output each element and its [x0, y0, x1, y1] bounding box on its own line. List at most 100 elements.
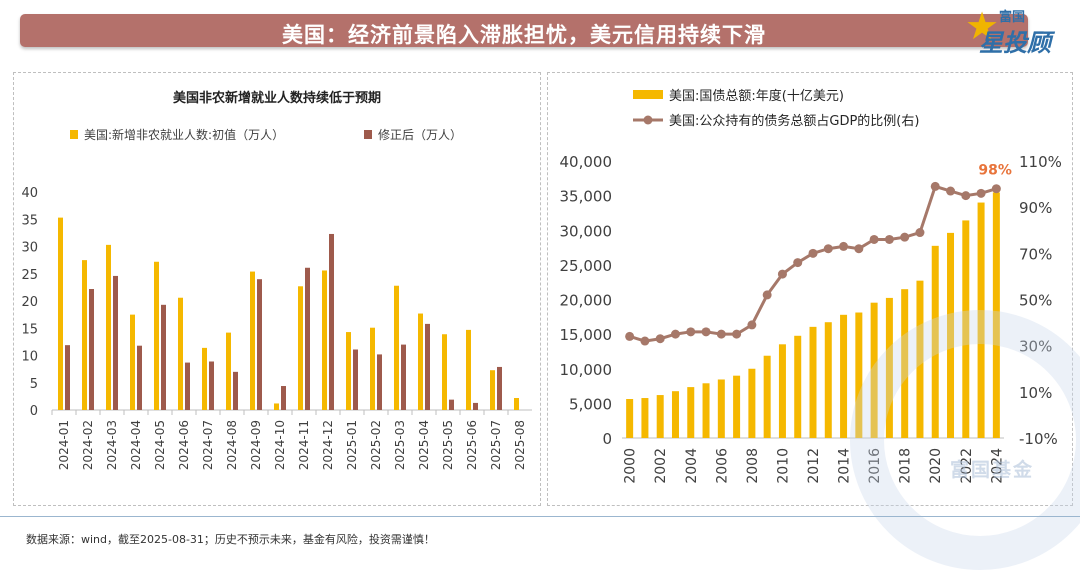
left-y-tick-label: 5,000: [569, 395, 612, 413]
debt-gdp-point: [716, 329, 726, 339]
debt-gdp-point: [839, 241, 849, 251]
debt-total-bar: [641, 398, 649, 438]
initial-bar: [370, 327, 375, 410]
x-tick-label: 2024-11: [297, 420, 311, 470]
debt-gdp-point: [991, 184, 1001, 194]
debt-gdp-point: [701, 327, 711, 337]
left-y-tick-label: 25,000: [560, 257, 613, 275]
x-tick-label: 2006: [714, 448, 730, 484]
initial-bar: [130, 314, 135, 410]
initial-bar: [346, 332, 351, 410]
debt-gdp-point: [915, 228, 925, 238]
debt-total-bar: [840, 314, 848, 438]
revised-bar: [449, 399, 454, 410]
revised-bar: [377, 354, 382, 410]
x-tick-label: 2024-04: [129, 420, 143, 470]
right-y-tick-label: 90%: [1019, 199, 1052, 217]
right-y-tick-label: 110%: [1019, 153, 1062, 171]
left-y-tick-label: 20,000: [560, 292, 613, 310]
debt-gdp-point: [961, 191, 971, 201]
right-y-tick-label: 70%: [1019, 245, 1052, 263]
initial-bar: [58, 217, 63, 410]
legend-swatch-2: [364, 130, 372, 139]
initial-bar: [226, 332, 231, 410]
debt-gdp-point: [808, 248, 818, 258]
initial-bar: [466, 329, 471, 410]
revised-bar: [329, 233, 334, 410]
revised-bar: [305, 267, 310, 410]
x-tick-label: 2002: [653, 448, 669, 484]
debt-gdp-point: [930, 181, 940, 191]
debt-gdp-point: [976, 188, 986, 198]
x-tick-label: 2024-07: [201, 420, 215, 470]
debt-gdp-point: [732, 329, 742, 339]
initial-bar: [178, 297, 183, 410]
left-y-tick-label: 40,000: [560, 153, 613, 171]
legend-label-2: 修正后（万人）: [378, 127, 462, 142]
debt-total-bar: [763, 355, 771, 438]
initial-bar: [298, 286, 303, 410]
y-tick-label: 10: [21, 350, 38, 365]
debt-total-bar: [855, 312, 863, 438]
debt-total-bar: [778, 344, 786, 438]
footer-divider: [0, 516, 1080, 517]
debt-total-bar: [626, 399, 634, 438]
initial-bar: [442, 334, 447, 410]
revised-bar: [473, 402, 478, 410]
y-tick-label: 15: [21, 322, 38, 337]
revised-bar: [185, 362, 190, 410]
x-tick-label: 2025-03: [393, 420, 407, 470]
debt-gdp-point: [793, 258, 803, 268]
annotation-label: 98%: [978, 163, 1012, 179]
legend-label-1: 美国:新增非农就业人数:初值（万人）: [84, 127, 284, 142]
revised-bar: [113, 275, 118, 410]
debt-total-bar: [824, 322, 832, 438]
nonfarm-chart-panel: 美国非农新增就业人数持续低于预期 美国:新增非农就业人数:初值（万人） 修正后（万人…: [13, 72, 541, 506]
revised-bar: [89, 289, 94, 410]
debt-gdp-point: [625, 331, 635, 341]
revised-bar: [425, 323, 430, 410]
debt-total-bar: [748, 368, 756, 438]
revised-bar: [353, 349, 358, 410]
x-tick-label: 2025-08: [513, 420, 527, 470]
revised-bar: [401, 344, 406, 410]
initial-bar: [418, 313, 423, 410]
initial-bar: [514, 398, 519, 410]
debt-gdp-point: [869, 234, 879, 244]
watermark-text: 富国基金: [950, 459, 1035, 481]
initial-bar: [490, 370, 495, 410]
x-tick-label: 2014: [837, 448, 853, 484]
x-tick-label: 2008: [745, 448, 761, 484]
x-tick-label: 2025-06: [465, 420, 479, 470]
left-y-tick-label: 30,000: [560, 222, 613, 240]
x-tick-label: 2024-03: [105, 420, 119, 470]
revised-bar: [209, 361, 214, 410]
y-tick-label: 40: [21, 186, 38, 201]
debt-total-bar: [794, 335, 802, 438]
y-tick-label: 0: [30, 404, 38, 419]
y-tick-label: 5: [30, 377, 38, 392]
left-y-tick-label: 35,000: [560, 188, 613, 206]
initial-bar: [82, 260, 87, 410]
debt-gdp-point: [777, 269, 787, 279]
x-tick-label: 2010: [775, 448, 791, 484]
revised-bar: [65, 345, 70, 410]
debt-gdp-point: [762, 290, 772, 300]
x-tick-label: 2004: [684, 448, 700, 484]
star-icon: ★: [965, 4, 1000, 48]
x-tick-label: 2024-12: [321, 420, 335, 470]
legend-label-line: 美国:公众持有的债务总额占GDP的比例(右): [669, 113, 919, 129]
initial-bar: [202, 347, 207, 410]
revised-bar: [497, 366, 502, 410]
legend-swatch-1: [70, 130, 78, 139]
logo-small-text: 富国: [999, 10, 1026, 25]
title-banner: 美国：经济前景陷入滞胀担忧，美元信用持续下滑: [20, 14, 1028, 47]
x-tick-label: 2025-02: [369, 420, 383, 470]
x-tick-label: 2025-01: [345, 420, 359, 470]
debt-total-bar: [656, 395, 664, 438]
right-y-tick-label: 50%: [1019, 292, 1052, 310]
footer-note: 数据来源：wind，截至2025-08-31；历史不预示未来，基金有风险，投资需…: [26, 533, 435, 546]
logo-big-text: 星投顾: [979, 29, 1051, 57]
initial-bar: [322, 270, 327, 410]
x-tick-label: 2024-06: [177, 420, 191, 470]
